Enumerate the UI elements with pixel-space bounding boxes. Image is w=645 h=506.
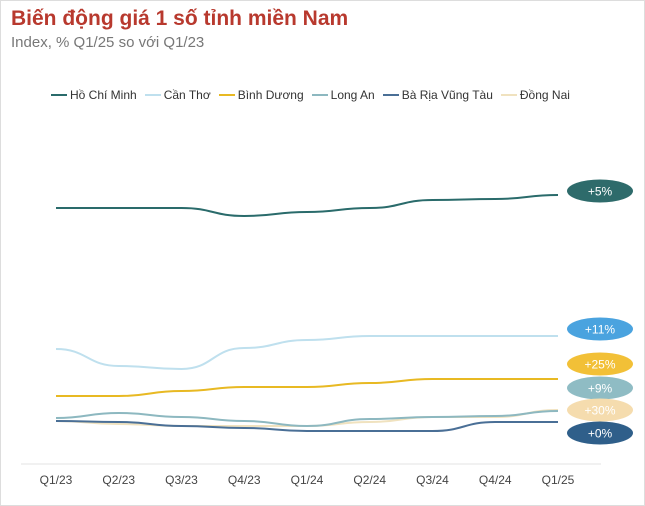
end-label: +9% (588, 382, 613, 396)
legend-item: Bà Rịa Vũng Tàu (382, 88, 493, 102)
end-label-badge (567, 421, 633, 445)
legend-label: Hồ Chí Minh (70, 88, 137, 102)
legend-label: Long An (330, 88, 375, 102)
legend-item: Long An (311, 88, 375, 102)
series-line-3 (55, 410, 559, 428)
legend-swatch (51, 94, 67, 96)
x-tick-label: Q2/23 (102, 473, 135, 487)
end-label-badge (567, 317, 633, 341)
end-label-badge (567, 376, 633, 400)
end-label-badge (567, 179, 633, 203)
legend-swatch (144, 94, 161, 96)
legend-swatch (311, 94, 328, 96)
x-tick-label: Q4/23 (228, 473, 261, 487)
legend-label: Bà Rịa Vũng Tàu (401, 88, 493, 102)
end-label-badge (567, 398, 633, 422)
end-label: +11% (585, 323, 615, 337)
legend-swatch (218, 94, 235, 96)
x-tick-label: Q2/24 (353, 473, 386, 487)
legend-label: Cần Thơ (163, 88, 211, 102)
end-label-badge (567, 352, 633, 376)
legend-label: Đồng Nai (519, 88, 570, 102)
x-tick-label: Q4/24 (479, 473, 512, 487)
legend: Hồ Chí Minh Cần Thơ Bình Dương Long An Bà Rị… (51, 88, 570, 102)
series-line-2 (55, 377, 558, 397)
chart-subtitle: Index, % Q1/25 so với Q1/23 (11, 34, 205, 51)
x-tick-label: Q1/24 (291, 473, 324, 487)
end-label: +30% (584, 404, 615, 418)
legend-item: Cần Thơ (144, 88, 211, 102)
x-tick-label: Q3/24 (416, 473, 449, 487)
series-line-4 (55, 420, 558, 432)
series-line-1 (55, 335, 558, 371)
x-tick-label: Q3/23 (165, 473, 198, 487)
chart-title: Biến động giá 1 số tỉnh miền Nam (11, 7, 349, 30)
end-label: +5% (588, 185, 613, 199)
legend-item: Đồng Nai (500, 88, 570, 102)
x-tick-label: Q1/25 (542, 473, 575, 487)
legend-item: Bình Dương (218, 88, 304, 102)
legend-item: Hồ Chí Minh (51, 88, 137, 102)
legend-swatch (500, 94, 517, 96)
end-label: +25% (584, 358, 615, 372)
legend-label: Bình Dương (237, 88, 304, 102)
end-label: +0% (588, 427, 613, 441)
series-line-0 (55, 194, 559, 218)
x-tick-label: Q1/23 (40, 473, 73, 487)
legend-swatch (382, 94, 399, 96)
